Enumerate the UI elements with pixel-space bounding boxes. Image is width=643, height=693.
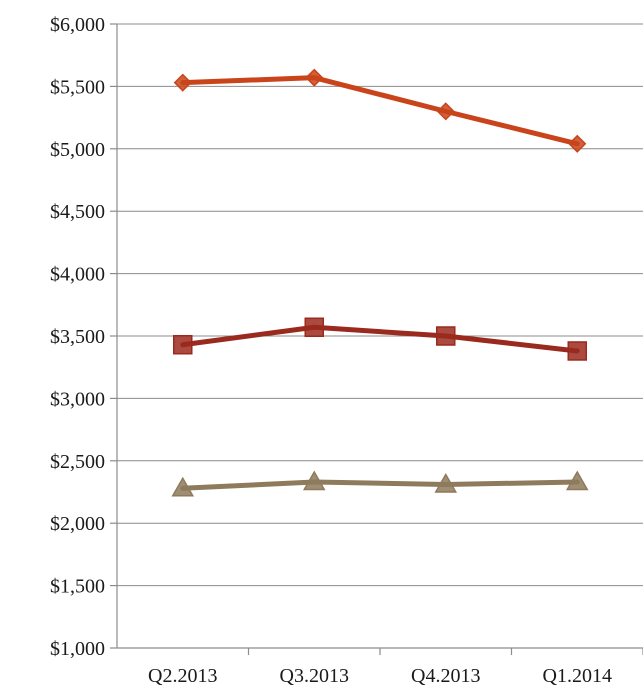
- series-2-line: [180, 324, 580, 354]
- y-tick-label: $2,000: [50, 513, 105, 535]
- series-markers: [171, 68, 589, 497]
- y-tick-label: $5,000: [50, 139, 105, 161]
- x-tick-label: Q1.2014: [543, 665, 612, 687]
- y-tick-label: $4,500: [50, 201, 105, 223]
- x-tick-label: Q4.2013: [411, 665, 480, 687]
- y-tick-label: $1,000: [50, 638, 105, 660]
- series-3-line: [180, 479, 580, 491]
- diamond-marker: [568, 134, 587, 153]
- x-tick-label: Q3.2013: [280, 665, 349, 687]
- diamond-marker: [436, 102, 455, 121]
- gridlines: [117, 23, 643, 587]
- y-tick-label: $5,500: [50, 76, 105, 98]
- square-marker: [173, 334, 193, 355]
- y-tick-label: $1,500: [50, 576, 105, 598]
- y-tick-label: $2,500: [50, 451, 105, 473]
- y-tick-label: $3,000: [50, 388, 105, 410]
- triangle-marker: [302, 470, 326, 491]
- square-marker: [304, 317, 324, 338]
- series-lines: [180, 75, 580, 491]
- square-marker: [436, 326, 456, 346]
- triangle-marker: [565, 470, 589, 491]
- series-1-line: [180, 75, 580, 147]
- y-tick-label: $4,000: [50, 264, 105, 286]
- x-tick-label: Q2.2013: [148, 665, 217, 687]
- y-tick-label: $6,000: [50, 14, 105, 36]
- tick-labels: $1,000 $1,500 $2,000 $2,500 $3,000 $3,500 $4,0…: [50, 14, 612, 687]
- diamond-marker: [173, 73, 192, 92]
- square-marker: [567, 341, 587, 361]
- triangle-marker: [171, 476, 195, 497]
- y-tick-label: $3,500: [50, 326, 105, 348]
- triangle-marker: [434, 473, 458, 493]
- diamond-marker: [305, 68, 324, 87]
- axes: [110, 23, 643, 655]
